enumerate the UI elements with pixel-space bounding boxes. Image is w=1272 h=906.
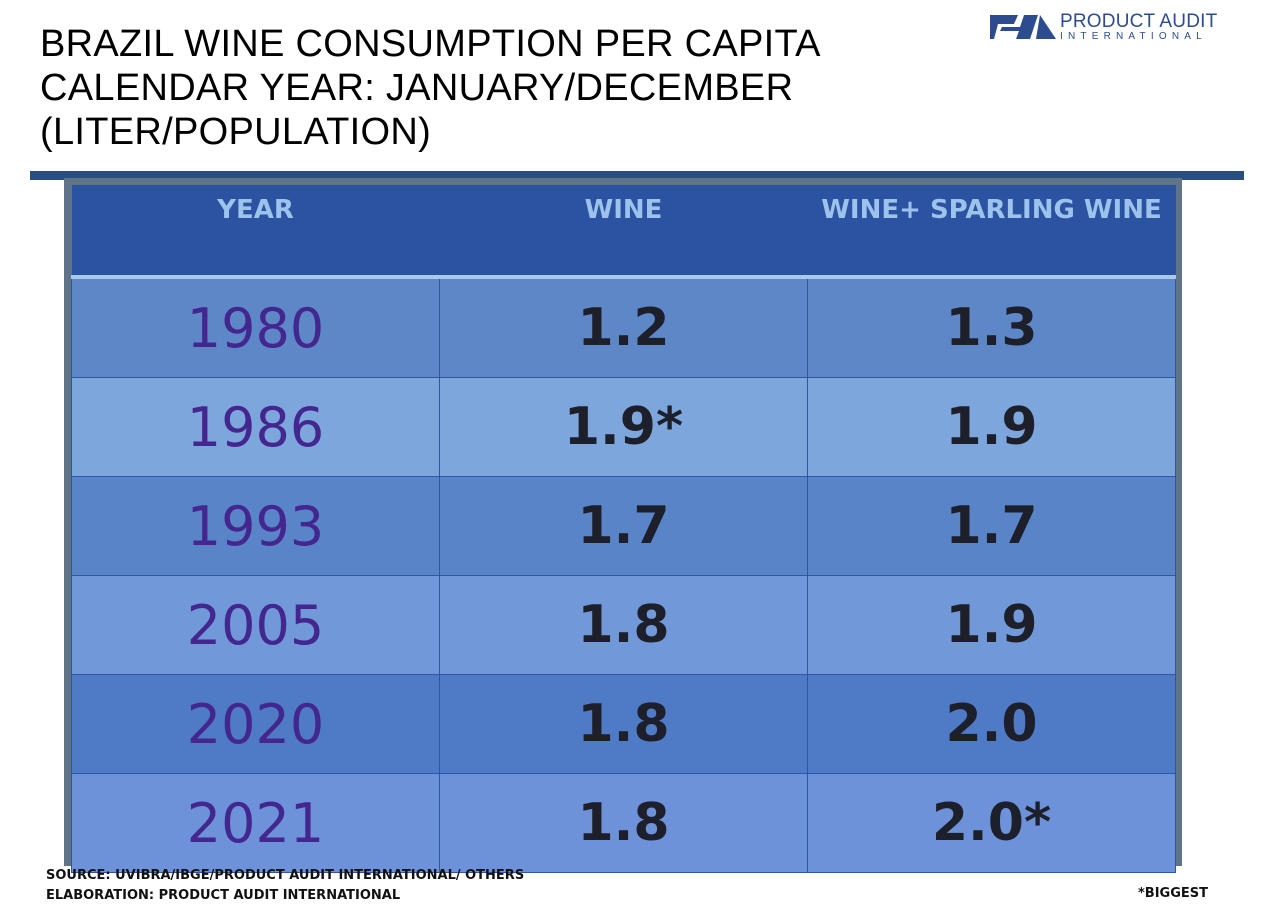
year-cell: 2005 [71, 575, 440, 675]
wine-cell: 1.7 [439, 476, 808, 576]
source-note: SOURCE: UVIBRA/IBGE/PRODUCT AUDIT INTERN… [46, 866, 524, 906]
year-cell: 1980 [71, 276, 440, 378]
wine-cell: 1.8 [439, 674, 808, 774]
table-row: 2020 1.8 2.0 [71, 674, 1176, 774]
logo-mark-icon [990, 15, 1056, 39]
year-cell: 1986 [71, 377, 440, 477]
wine-sparkling-cell: 1.3 [807, 276, 1176, 378]
logo-subtitle: INTERNATIONAL [1060, 31, 1207, 42]
wine-cell: 1.8 [439, 575, 808, 675]
source-text: SOURCE: UVIBRA/IBGE/PRODUCT AUDIT INTERN… [46, 868, 525, 883]
elaboration-text: ELABORATION: PRODUCT AUDIT INTERNATIONAL [46, 888, 401, 903]
wine-cell: 1.9* [439, 377, 808, 477]
title-line-3: (LITER/POPULATION) [40, 111, 432, 153]
wine-cell: 1.8 [439, 773, 808, 873]
wine-cell: 1.2 [439, 276, 808, 378]
table-body: 1980 1.2 1.3 1986 1.9* 1.9 1993 1.7 1.7 2005 1.8 1.… [71, 276, 1176, 873]
wine-sparkling-cell: 1.7 [807, 476, 1176, 576]
title-line-2: CALENDAR YEAR: JANUARY/DECEMBER [40, 67, 794, 109]
table-row: 2005 1.8 1.9 [71, 575, 1176, 675]
wine-sparkling-cell: 1.9 [807, 377, 1176, 477]
year-cell: 2020 [71, 674, 440, 774]
table-row: 1993 1.7 1.7 [71, 476, 1176, 576]
company-logo: PRODUCT AUDIT INTERNATIONAL [990, 12, 1217, 44]
table-row: 1980 1.2 1.3 [71, 276, 1176, 378]
footnote-biggest: *BIGGEST [1138, 886, 1208, 901]
wine-sparkling-cell: 1.9 [807, 575, 1176, 675]
consumption-table: YEAR WINE WINE+ SPARLING WINE 1980 1.2 1.3… [71, 185, 1176, 873]
year-cell: 2021 [71, 773, 440, 873]
year-cell: 1993 [71, 476, 440, 576]
wine-sparkling-cell: 2.0* [807, 773, 1176, 873]
table-header-row: YEAR WINE WINE+ SPARLING WINE [71, 185, 1176, 279]
table-row: 1986 1.9* 1.9 [71, 377, 1176, 477]
column-header-wine: WINE [439, 185, 808, 279]
logo-name: PRODUCT AUDIT [1060, 11, 1218, 32]
column-header-wine-sparkling: WINE+ SPARLING WINE [807, 185, 1176, 279]
title-line-1: BRAZIL WINE CONSUMPTION PER CAPITA [40, 23, 821, 65]
title-rule [30, 171, 1244, 180]
table-row: 2021 1.8 2.0* [71, 773, 1176, 873]
wine-sparkling-cell: 2.0 [807, 674, 1176, 774]
column-header-year: YEAR [71, 185, 440, 279]
chart-title: BRAZIL WINE CONSUMPTION PER CAPITA CALEN… [40, 22, 821, 154]
